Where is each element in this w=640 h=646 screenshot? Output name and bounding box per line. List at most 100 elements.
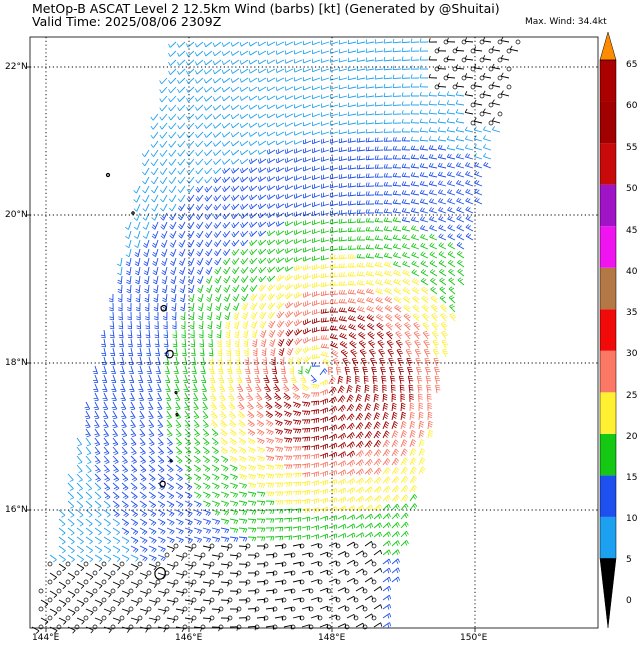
calm-marker-2352 xyxy=(191,579,197,585)
calm-marker-2519 xyxy=(281,615,287,621)
wind-barb-1439 xyxy=(120,374,126,384)
wind-barb-974 xyxy=(170,266,177,276)
wind-barb-525 xyxy=(338,156,348,162)
wind-barb-2317 xyxy=(229,572,239,578)
wind-barb-205 xyxy=(266,86,276,92)
wind-barb-1301 xyxy=(285,338,294,346)
wind-barb-1008 xyxy=(126,275,132,285)
wind-barb-984 xyxy=(258,266,267,274)
wind-barb-1415 xyxy=(253,365,260,375)
wind-barb-1240 xyxy=(449,313,457,322)
wind-barb-1374 xyxy=(244,356,250,366)
wind-barb-1412 xyxy=(226,365,233,375)
wind-barb-1116 xyxy=(384,287,393,295)
wind-barb-1898 xyxy=(355,468,364,476)
wind-barb-1660 xyxy=(346,413,355,421)
wind-barb-171 xyxy=(311,76,321,82)
calm-marker-2445 xyxy=(317,597,323,603)
wind-barb-1650 xyxy=(256,419,265,428)
wind-barb-2131 xyxy=(319,524,329,530)
wind-barb-2524 xyxy=(328,614,338,619)
wind-barb-1158 xyxy=(412,295,420,304)
wind-barb-2115 xyxy=(175,527,184,535)
wind-barb-1635 xyxy=(121,419,127,429)
wind-barb-1557 xyxy=(120,401,127,411)
wind-barb-109 xyxy=(446,55,456,61)
wind-barb-61 xyxy=(365,48,375,53)
wind-barb-235 xyxy=(186,95,195,102)
wind-barb-1517 xyxy=(120,392,126,402)
wind-barb-644 xyxy=(356,182,366,188)
calm-marker-153 xyxy=(506,66,512,72)
wind-barb-1423 xyxy=(322,358,330,367)
wind-barb-2345 xyxy=(130,581,139,589)
wind-barb-1419 xyxy=(289,365,295,375)
calm-marker-2433 xyxy=(209,597,215,603)
wind-barb-1449 xyxy=(209,374,216,384)
wind-barb-550 xyxy=(213,167,222,175)
wind-barb-1538 xyxy=(310,392,320,397)
calm-marker-2423 xyxy=(119,597,125,603)
wind-barb-725 xyxy=(383,199,393,205)
wind-barb-906 xyxy=(258,248,267,255)
wind-barb-1460 xyxy=(310,374,317,383)
lon-label-150e: 150°E xyxy=(460,633,488,643)
wind-barb-2000 xyxy=(211,500,220,508)
wind-barb-501 xyxy=(473,144,483,151)
wind-barb-354 xyxy=(204,122,213,129)
wind-barb-170 xyxy=(302,76,312,82)
wind-barb-1479 xyxy=(129,383,135,393)
wind-barb-1750 xyxy=(85,446,92,456)
wind-barb-1021 xyxy=(240,275,249,283)
wind-barb-1835 xyxy=(148,464,156,473)
wind-barb-1735 xyxy=(310,435,320,442)
wind-barb-843 xyxy=(392,225,402,232)
wind-barb-506 xyxy=(168,158,177,166)
wind-barb-2029 xyxy=(112,509,120,518)
wind-barb-358 xyxy=(239,122,249,129)
wind-barb-1802 xyxy=(202,455,210,464)
calm-marker-2336 xyxy=(47,579,53,585)
wind-barb-1722 xyxy=(193,437,201,446)
wind-barb-2430 xyxy=(184,599,194,606)
wind-barb-2006 xyxy=(265,500,275,506)
calm-marker-2312 xyxy=(182,570,188,576)
wind-barb-720 xyxy=(338,201,348,206)
wind-barb-2386 xyxy=(139,590,148,598)
wind-barb-455 xyxy=(410,136,420,142)
wind-barb-583 xyxy=(159,176,168,185)
wind-barb-1901 xyxy=(382,467,391,475)
wind-barb-1195 xyxy=(394,304,402,313)
wind-barb-1992 xyxy=(139,500,147,509)
wind-barb-2073 xyxy=(148,518,157,526)
wind-barb-1747 xyxy=(418,429,425,439)
wind-barb-1976 xyxy=(346,487,356,494)
wind-barb-1683 xyxy=(202,428,210,437)
wind-barb-663 xyxy=(177,194,186,202)
wind-barb-703 xyxy=(186,203,195,211)
wind-barb-1238 xyxy=(431,313,439,322)
wind-barb-670 xyxy=(240,194,249,201)
wind-barb-1693 xyxy=(292,428,302,434)
calm-marker-2415 xyxy=(47,597,53,603)
wind-barb-1194 xyxy=(384,304,393,313)
wind-barb-2095 xyxy=(346,514,356,520)
wind-barb-833 xyxy=(302,229,312,235)
wind-barb-152 xyxy=(491,63,501,70)
wind-barb-675 xyxy=(284,193,294,200)
wind-barb-1392 xyxy=(405,348,413,358)
wind-barb-253 xyxy=(347,93,357,99)
wind-barb-259 xyxy=(401,92,411,97)
wind-barb-2153 xyxy=(166,536,175,544)
wind-barb-951 xyxy=(311,255,321,262)
wind-barb-660 xyxy=(151,194,159,203)
wind-barb-1399 xyxy=(110,365,116,375)
wind-barb-1881 xyxy=(202,473,211,481)
wind-barb-1122 xyxy=(439,286,447,295)
calm-marker-2272 xyxy=(173,561,179,567)
wind-barb-323 xyxy=(275,113,285,119)
wind-barb-519 xyxy=(284,157,294,164)
wind-barb-1089 xyxy=(144,293,150,303)
wind-barb-1220 xyxy=(268,320,276,329)
wind-barb-410 xyxy=(356,129,366,134)
